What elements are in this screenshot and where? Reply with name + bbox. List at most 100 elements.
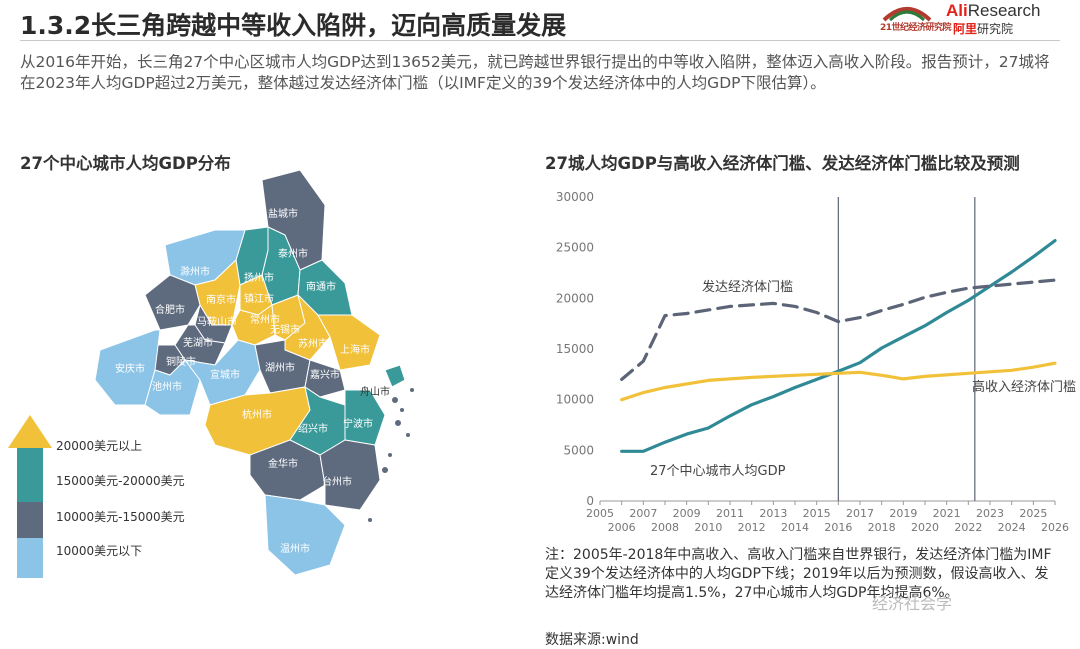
x-tick-label: 2019	[889, 507, 917, 520]
city-label: 南京市	[206, 293, 236, 306]
city-label: 嘉兴市	[310, 368, 340, 381]
y-tick-label: 5000	[563, 443, 594, 457]
legend-swatch-mid	[17, 502, 43, 538]
legend-label-high: 15000美元-20000美元	[56, 474, 185, 488]
x-tick-label: 2009	[673, 507, 701, 520]
city-label: 温州市	[280, 542, 310, 555]
y-tick-label: 30000	[556, 190, 594, 204]
data-source: 数据来源:wind	[545, 632, 639, 648]
coastal-islands	[368, 388, 414, 522]
city-label: 宁波市	[343, 417, 373, 430]
x-tick-label: 2013	[759, 507, 787, 520]
region-taizhou-zj	[319, 439, 381, 511]
ali-sub-a: 阿里	[953, 22, 978, 36]
city-label: 杭州市	[242, 408, 272, 421]
region-shanghai	[317, 314, 381, 371]
city-label: 安庆市	[115, 362, 145, 375]
x-tick-label: 2023	[976, 507, 1004, 520]
series-lines	[620, 238, 1057, 453]
x-tick-label: 2025	[1019, 507, 1047, 520]
city-label: 芜湖市	[183, 336, 213, 349]
city-label: 盐城市	[268, 207, 298, 220]
x-tick-label: 2010	[694, 521, 722, 534]
series-line	[620, 361, 1057, 402]
x-tick-label: 2022	[954, 521, 982, 534]
region-jinhua	[249, 439, 326, 501]
logo-21st-century-text: 21世纪经济研究院	[880, 23, 952, 33]
y-tick-label: 25000	[556, 241, 594, 255]
x-tick-label: 2007	[629, 507, 657, 520]
region-jiaxing	[304, 359, 346, 398]
x-tick-label: 2018	[868, 521, 896, 534]
logo-21st-century-icon	[882, 7, 932, 22]
region-hefei	[144, 274, 201, 331]
city-label: 铜陵市	[166, 355, 196, 368]
y-tick-label: 0	[586, 494, 594, 508]
series-label-city-gdp: 27个中心城市人均GDP	[650, 463, 786, 479]
x-tick-label: 2015	[803, 507, 831, 520]
x-tick-label: 2011	[716, 507, 744, 520]
series-line	[620, 278, 1057, 381]
city-label: 无锡市	[270, 323, 300, 336]
city-label: 马鞍山市	[197, 315, 237, 328]
x-tick-label: 2012	[738, 521, 766, 534]
aliresearch-sub: 阿里研究院	[953, 20, 1013, 37]
city-label: 苏州市	[298, 337, 328, 350]
city-label: 绍兴市	[298, 422, 328, 435]
series-label-high-income: 高收入经济体门槛	[972, 379, 1076, 395]
map-legend: 20000美元以上 15000美元-20000美元 10000美元-15000美…	[8, 415, 185, 578]
city-label: 舟山市	[360, 385, 390, 398]
chart-title: 27城人均GDP与高收入经济体门槛、发达经济体门槛比较及预测	[545, 154, 1020, 173]
legend-label-mid: 10000美元-15000美元	[56, 510, 185, 524]
x-tick-label: 2014	[781, 521, 809, 534]
city-label: 镇江市	[244, 292, 274, 305]
x-tick-label: 2016	[824, 521, 852, 534]
page-title: 1.3.2长三角跨越中等收入陷阱，迈向高质量发展	[20, 11, 567, 40]
title-divider	[20, 40, 1060, 41]
city-label: 湖州市	[265, 361, 295, 374]
series-label-developed: 发达经济体门槛	[702, 279, 793, 295]
y-tick-label: 20000	[556, 291, 594, 305]
city-label: 金华市	[268, 457, 298, 470]
region-ningbo	[344, 389, 386, 446]
x-tick-label: 2006	[608, 521, 636, 534]
y-axis: 0 5000 10000 15000 20000 25000 30000	[556, 190, 594, 508]
x-tick-label: 2026	[1041, 521, 1069, 534]
city-labels: 盐城市 泰州市 扬州市 南通市 滁州市 南京市 镇江市 常州市 无锡市 苏州市 …	[115, 207, 390, 555]
ali-brand-b: Research	[967, 1, 1041, 20]
legend-swatch-low	[17, 538, 43, 578]
x-tick-label: 2005	[586, 507, 614, 520]
region-wenzhou	[264, 494, 346, 576]
city-label: 泰州市	[278, 247, 308, 260]
region-chizhou	[144, 359, 201, 416]
x-tick-label: 2017	[846, 507, 874, 520]
chart-note: 注：2005年-2018年中高收入、高收入门槛来自世界银行，发达经济体门槛为IM…	[545, 547, 1052, 601]
watermark: 经济社会学	[872, 594, 953, 613]
x-tick-label: 2021	[933, 507, 961, 520]
y-tick-label: 15000	[556, 342, 594, 356]
legend-label-low: 10000美元以下	[56, 544, 142, 558]
city-label: 宣城市	[210, 368, 240, 381]
y-tick-label: 10000	[556, 393, 594, 407]
city-label: 台州市	[322, 475, 352, 488]
city-label: 滁州市	[180, 265, 210, 278]
ali-brand-a: Ali	[946, 1, 968, 20]
x-axis: 2005 2007 2009 2011 2013 2015 2017 2019 2021 2023…	[586, 500, 1069, 534]
map-title: 27个中心城市人均GDP分布	[20, 154, 231, 173]
legend-label-top: 20000美元以上	[56, 439, 142, 453]
x-tick-label: 2024	[998, 521, 1026, 534]
ali-sub-b: 研究院	[977, 22, 1014, 36]
series-line	[620, 238, 1057, 453]
city-label: 南通市	[306, 280, 336, 293]
region-zhoushan	[384, 364, 406, 388]
yangtze-delta-map: 盐城市 泰州市 扬州市 南通市 滁州市 南京市 镇江市 常州市 无锡市 苏州市 …	[8, 169, 414, 578]
city-label: 上海市	[340, 343, 370, 356]
city-label: 合肥市	[155, 303, 185, 316]
reference-lines	[837, 197, 976, 501]
aliresearch-logo: AliResearch	[946, 1, 1041, 21]
city-label: 常州市	[250, 313, 280, 326]
city-label: 扬州市	[244, 271, 274, 284]
legend-swatch-high	[17, 448, 43, 502]
map-regions	[94, 169, 406, 576]
description-text: 从2016年开始，长三角27个中心区城市人均GDP达到13652美元，就已跨越世…	[20, 53, 1050, 92]
